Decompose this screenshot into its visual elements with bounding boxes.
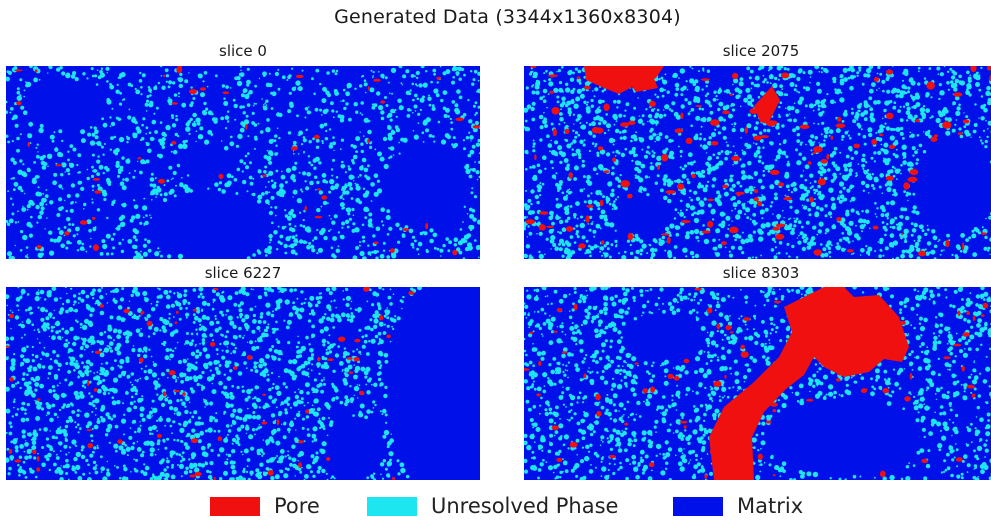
slice-image-0 [6, 66, 480, 259]
legend-swatch-matrix [673, 496, 723, 516]
slice-image-2075 [524, 66, 991, 259]
legend: Pore Unresolved Phase Matrix [0, 490, 991, 522]
segmentation-map [6, 66, 480, 259]
panel-title-slice-6227: slice 6227 [204, 264, 282, 282]
panel-title-slice-2075: slice 2075 [722, 42, 800, 60]
legend-item-unresolved-phase: Unresolved Phase [367, 490, 618, 522]
segmentation-map [524, 287, 991, 480]
legend-item-matrix: Matrix [673, 490, 803, 522]
segmentation-map [524, 66, 991, 259]
legend-item-pore: Pore [210, 490, 320, 522]
legend-label-pore: Pore [274, 494, 320, 518]
segmentation-map [6, 287, 480, 480]
panel-title-slice-0: slice 0 [219, 42, 267, 60]
panel-title-slice-8303: slice 8303 [722, 264, 800, 282]
legend-label-unresolved-phase: Unresolved Phase [431, 494, 619, 518]
slice-image-6227 [6, 287, 480, 480]
legend-swatch-pore [210, 496, 260, 516]
legend-swatch-unresolved-phase [367, 496, 417, 516]
slice-image-8303 [524, 287, 991, 480]
legend-label-matrix: Matrix [737, 494, 804, 518]
figure-title: Generated Data (3344x1360x8304) [334, 6, 681, 28]
